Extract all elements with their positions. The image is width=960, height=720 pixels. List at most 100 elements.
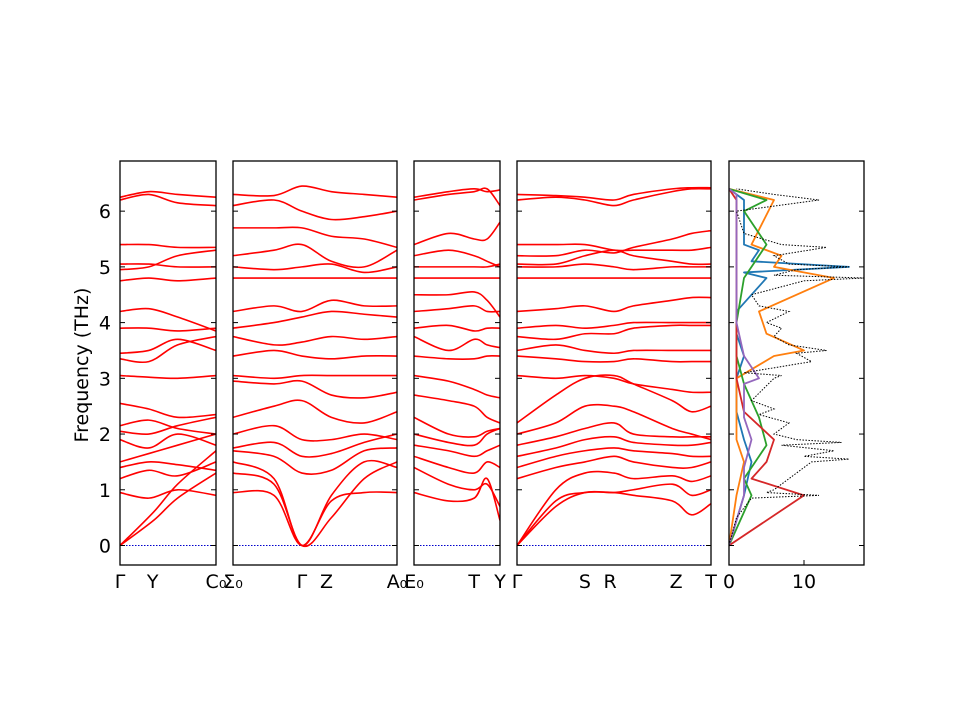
bands	[233, 185, 397, 548]
band-line	[120, 263, 216, 268]
band-line	[233, 459, 397, 547]
y-tick-label: 0	[99, 535, 111, 557]
x-tick-label: Γ	[297, 571, 308, 593]
band-line	[414, 394, 500, 424]
band-line	[517, 186, 711, 201]
x-tick-label: C₀	[206, 571, 227, 593]
y-tick-label: 5	[99, 257, 111, 279]
band-line	[517, 374, 711, 424]
band-line	[233, 243, 397, 269]
band-panel-2: Σ₀ Γ Z A₀	[223, 160, 408, 593]
dos-frame	[728, 160, 865, 566]
x-tick-label: T	[467, 571, 480, 593]
band-line	[120, 338, 216, 355]
dos-panel: 0 10	[723, 160, 865, 593]
band-line	[517, 374, 711, 394]
band-line	[414, 477, 500, 521]
x-tick-label: S	[579, 571, 591, 593]
y-axis-label: Frequency (THz)	[71, 288, 93, 443]
y-tick-label: 3	[99, 368, 111, 390]
band-line	[414, 355, 500, 360]
band-line	[517, 491, 711, 547]
band-line	[414, 416, 500, 438]
band-line	[414, 455, 500, 474]
band-line	[517, 455, 711, 480]
y-tick-label: 2	[99, 424, 111, 446]
dos-x-tick-label: 0	[723, 571, 735, 593]
band-line	[120, 327, 216, 332]
band-line	[120, 193, 216, 207]
x-tick-label: Z	[670, 571, 683, 593]
band-line	[233, 263, 397, 274]
x-tick-label: Σ₀	[223, 571, 243, 593]
band-panel-1: Γ Y C₀ 0 1 2 3 4 5 6	[99, 160, 227, 593]
band-line	[414, 249, 500, 268]
band-line	[120, 374, 216, 380]
band-line	[120, 488, 216, 499]
panel-frame	[232, 160, 398, 566]
band-line	[517, 243, 711, 252]
projected-dos-line	[729, 187, 768, 546]
band-line	[233, 310, 397, 329]
y-tick-label: 4	[99, 313, 111, 335]
panel-frame	[119, 160, 217, 566]
band-line	[233, 199, 397, 221]
band-line	[414, 427, 500, 447]
band-line	[233, 374, 397, 380]
band-line	[414, 188, 500, 199]
band-line	[517, 447, 711, 469]
y-tick-label: 1	[99, 480, 111, 502]
band-line	[414, 305, 500, 313]
band-line	[414, 374, 500, 399]
projected-dos-line	[729, 188, 850, 546]
band-line	[233, 489, 397, 547]
band-line	[233, 399, 397, 424]
band-line	[120, 190, 216, 199]
band-line	[517, 229, 711, 257]
band-line	[517, 249, 711, 266]
band-line	[233, 299, 397, 313]
bands	[517, 186, 711, 547]
band-panel-3: E₀ T Y	[404, 160, 506, 593]
x-tick-label: Y	[146, 571, 159, 593]
x-tick-label: Γ	[512, 571, 523, 593]
projected-dos-line	[729, 188, 760, 546]
band-line	[517, 344, 711, 355]
x-tick-label: A₀	[387, 571, 408, 593]
band-line	[414, 466, 500, 507]
panel-frame	[516, 160, 712, 566]
band-line	[233, 424, 397, 442]
bands	[414, 187, 500, 521]
band-line	[120, 472, 216, 547]
band-line	[414, 290, 500, 318]
band-line	[120, 335, 216, 364]
band-line	[414, 324, 500, 332]
band-line	[414, 187, 500, 207]
y-tick-label: 6	[99, 201, 111, 223]
band-line	[233, 433, 397, 458]
band-line	[414, 335, 500, 352]
band-line	[120, 433, 216, 449]
band-line	[120, 419, 216, 435]
x-tick-label: E₀	[404, 571, 424, 593]
band-line	[517, 483, 711, 547]
band-line	[517, 435, 711, 458]
band-line	[120, 461, 216, 472]
band-line	[233, 226, 397, 249]
band-line	[517, 403, 711, 441]
band-line	[414, 221, 500, 246]
band-line	[233, 349, 397, 360]
band-line	[517, 470, 711, 546]
band-line	[233, 185, 397, 199]
x-tick-label: T	[704, 571, 717, 593]
band-line	[517, 355, 711, 363]
dos-curves	[729, 187, 864, 547]
band-line	[120, 450, 216, 547]
x-tick-label: Z	[320, 571, 333, 593]
band-line	[233, 461, 397, 548]
band-line	[517, 263, 711, 271]
band-line	[517, 321, 711, 329]
band-line	[517, 421, 711, 446]
x-tick-label: Y	[493, 571, 506, 593]
